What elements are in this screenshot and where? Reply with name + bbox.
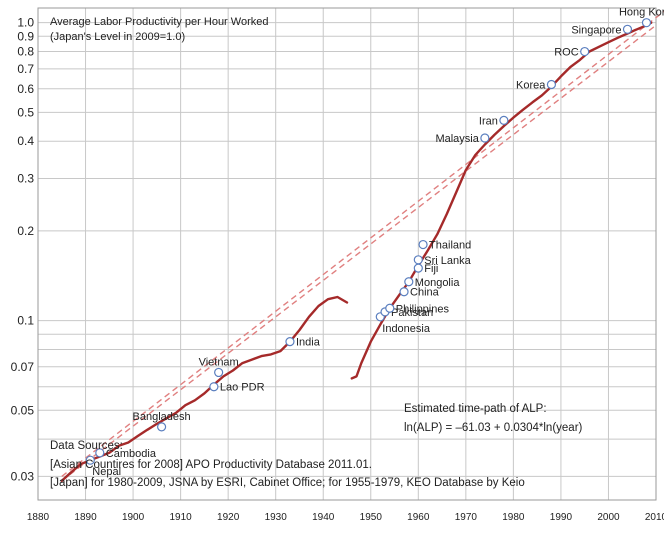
country-label: Nepal: [92, 466, 121, 478]
y-tick-label: 0.07: [11, 360, 35, 374]
country-marker: [622, 24, 633, 34]
country-marker: [285, 337, 295, 347]
x-tick-label: 1890: [74, 512, 97, 523]
source-line-1: [Asian Countires for 2008] APO Productiv…: [50, 459, 372, 471]
y-tick-label: 0.05: [11, 403, 35, 417]
country-label: Malaysia: [435, 133, 479, 145]
y-tick-label: 0.6: [17, 82, 34, 96]
y-axis-labels: 1.00.9 0.8 0.7 0.6 0.5 0.4 0.3 0.2 0.1 0.07 0.05 0.…: [11, 16, 35, 484]
x-tick-label: 2000: [597, 512, 620, 523]
country-label: Bangladesh: [133, 411, 191, 423]
country-label: Philippines: [396, 303, 450, 315]
x-tick-label: 1920: [217, 512, 240, 523]
x-tick-label: 1990: [550, 512, 573, 523]
country-marker: [399, 287, 409, 297]
country-label: Cambodia: [106, 448, 157, 460]
x-axis-labels: 1880 1890 1900 1910 1920 1930 1940 1950 1960 1970…: [27, 512, 664, 523]
country-marker: [214, 367, 224, 378]
country-label: Korea: [516, 80, 546, 92]
country-marker: [580, 46, 590, 57]
country-marker: [480, 133, 490, 143]
country-marker: [404, 277, 414, 287]
y-tick-label: 0.2: [17, 224, 34, 238]
sources-title: Data Sources:: [50, 440, 123, 452]
equation-title: Estimated time-path of ALP:: [404, 403, 547, 415]
country-marker: [95, 448, 105, 458]
trend-lines: [61, 10, 664, 482]
plot-frame: [37, 7, 657, 501]
trend-line: [61, 24, 657, 482]
country-label: Lao PDR: [220, 382, 265, 394]
y-tick-label: 0.1: [17, 314, 34, 328]
y-tick-label: 0.4: [17, 134, 34, 148]
chart-subtitle: (Japan's Level in 2009=1.0): [50, 31, 185, 43]
y-tick-label: 0.7: [17, 62, 34, 76]
chart-title: Average Labor Productivity per Hour Work…: [50, 16, 268, 28]
x-tick-label: 1970: [455, 512, 478, 523]
country-label: Indonesia: [382, 323, 431, 335]
y-tick-label: 0.3: [17, 171, 34, 185]
x-tick-label: 1880: [27, 512, 50, 523]
country-label: Pakistan: [391, 307, 433, 319]
y-tick-label: 0.5: [17, 105, 34, 119]
country-label: Hong Kong: [619, 7, 664, 19]
y-tick-label: 0.9: [17, 29, 34, 43]
country-marker: [157, 422, 167, 432]
country-markers: Nepal Cambodia Bangladesh Lao PDR Vietnam Ind…: [85, 7, 664, 478]
country-marker: [85, 455, 95, 465]
country-label: ROC: [554, 47, 579, 59]
country-marker: [418, 239, 428, 250]
y-tick-label: 0.8: [17, 45, 34, 59]
country-label: Thailand: [429, 240, 471, 252]
country-label: China: [410, 287, 440, 299]
x-tick-label: 1910: [169, 512, 192, 523]
x-tick-label: 1940: [312, 512, 335, 523]
country-marker: [413, 255, 423, 265]
series-line: [60, 295, 349, 482]
x-tick-label: 1960: [407, 512, 430, 523]
x-tick-label: 1930: [265, 512, 288, 523]
y-tick-label: 1.0: [17, 16, 34, 30]
equation: ln(ALP) = –61.03 + 0.0304*ln(year): [404, 422, 583, 434]
country-marker: [499, 115, 509, 125]
series-lines: [60, 21, 653, 482]
country-marker: [641, 18, 652, 28]
trend-line: [61, 10, 664, 477]
country-label: Vietnam: [199, 356, 239, 368]
country-label: Sri Lanka: [424, 255, 471, 267]
country-marker: [546, 79, 557, 90]
country-marker: [385, 303, 395, 313]
x-tick-label: 1900: [122, 512, 145, 523]
country-label: Fiji: [424, 263, 438, 275]
y-tick-label: 0.03: [11, 469, 35, 483]
x-tick-label: 2010: [645, 512, 664, 523]
country-marker: [209, 382, 219, 392]
country-label: Iran: [479, 115, 498, 127]
country-label: India: [296, 337, 321, 349]
source-line-2: [Japan] for 1980-2009, JSNA by ESRI, Cab…: [50, 477, 525, 489]
country-label: Mongolia: [415, 277, 461, 289]
x-tick-label: 1950: [360, 512, 383, 523]
country-marker: [413, 263, 423, 273]
country-label: Singapore: [571, 24, 621, 36]
series-line: [350, 21, 653, 380]
x-tick-label: 1980: [502, 512, 525, 523]
